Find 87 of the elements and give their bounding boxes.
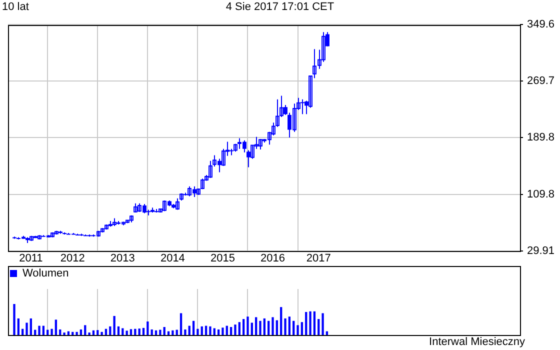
y-tick-label: 29.91: [527, 244, 555, 257]
bar: [204, 326, 208, 335]
bar: [59, 329, 62, 335]
bar: [192, 320, 195, 335]
y-tick-label: 189.8: [527, 132, 555, 144]
bar: [292, 320, 295, 335]
bar: [163, 327, 166, 335]
bar: [142, 328, 145, 335]
bar: [305, 312, 308, 335]
bar: [322, 313, 324, 335]
bar: [268, 320, 270, 335]
bar: [318, 319, 320, 335]
bar: [246, 316, 249, 335]
bar: [309, 311, 312, 335]
legend-label: Wolumen: [22, 268, 69, 280]
bar: [13, 304, 16, 335]
bar: [276, 320, 278, 335]
bar: [180, 313, 182, 335]
y-tick-label: 269.7: [527, 75, 555, 88]
bar: [38, 326, 40, 335]
bar: [288, 316, 291, 335]
bar: [96, 330, 99, 335]
bar: [113, 316, 116, 335]
bar: [30, 318, 32, 335]
bar: [84, 325, 86, 335]
y-tick-label: 109.8: [527, 188, 555, 200]
bar: [126, 330, 128, 335]
bar: [272, 317, 274, 335]
bar: [80, 329, 82, 335]
bar: [184, 329, 186, 335]
bar: [280, 307, 282, 335]
candlestick: [300, 98, 304, 115]
bar: [138, 328, 140, 335]
x-tick-label: 2015: [210, 252, 235, 264]
bar: [150, 329, 153, 335]
bar: [154, 330, 158, 335]
x-tick-label: 2016: [260, 252, 285, 264]
bar: [226, 326, 228, 335]
bar: [117, 326, 120, 335]
bar: [109, 326, 112, 335]
bar: [217, 329, 220, 335]
x-tick-label: 2012: [60, 252, 85, 264]
text: 4 Sie 2017 17:01 CET: [226, 1, 334, 13]
x-tick-label: 2011: [19, 252, 43, 264]
text: Interwal Miesieczny: [429, 336, 525, 349]
bar: [300, 322, 304, 335]
x-tick-label: 2017: [306, 252, 331, 264]
bar: [26, 322, 28, 335]
candlestick: [258, 138, 262, 150]
x-tick-label: 2013: [110, 252, 135, 264]
bar: [50, 328, 53, 335]
bar: [172, 330, 174, 335]
bar: [42, 326, 45, 335]
x-tick-label: 2014: [160, 252, 185, 264]
bar: [122, 328, 124, 335]
bar: [234, 324, 236, 335]
bar: [213, 328, 216, 335]
bar: [200, 326, 203, 335]
bar: [238, 322, 240, 335]
bar: [100, 332, 103, 335]
bar: [92, 330, 95, 335]
candlestick: [134, 202, 138, 214]
bar: [54, 320, 58, 335]
bar: [209, 326, 212, 335]
candlestick: [176, 198, 180, 210]
bar: [104, 328, 108, 335]
bar: [17, 318, 20, 335]
chart-title: 10 lat: [2, 1, 29, 14]
bar: [134, 328, 136, 335]
bar: [250, 322, 253, 335]
bar: [222, 328, 224, 335]
bar: [255, 317, 258, 335]
bar: [159, 330, 162, 335]
y-tick-label: 349.6: [527, 18, 555, 31]
bar: [76, 332, 78, 335]
bar: [230, 327, 232, 335]
bar: [188, 326, 190, 335]
bar: [313, 311, 316, 335]
bar: [296, 325, 299, 335]
bar: [242, 319, 245, 335]
bar: [146, 321, 149, 335]
bar: [22, 328, 24, 335]
bar: [130, 329, 132, 335]
bar: [284, 318, 286, 335]
bar: [196, 328, 199, 335]
bar: [263, 318, 266, 335]
bar: [259, 320, 262, 335]
